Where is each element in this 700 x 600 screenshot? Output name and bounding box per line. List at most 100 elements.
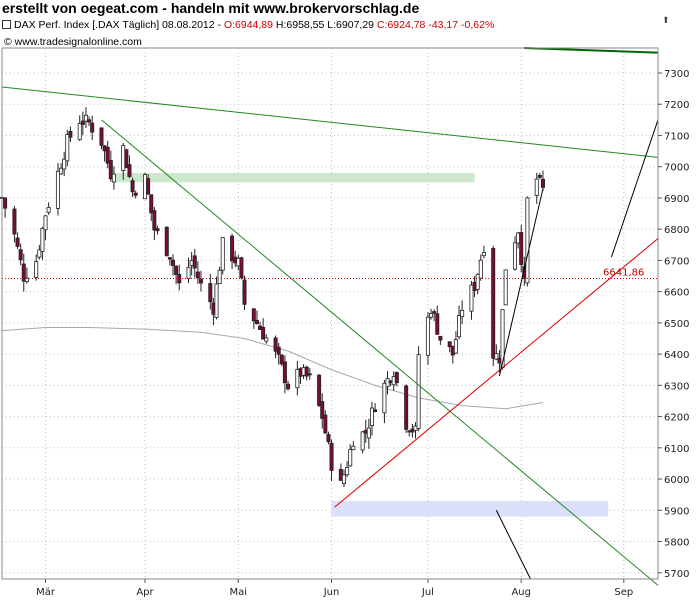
sma-line — [1, 327, 544, 410]
close-value: C:6924,78 — [376, 19, 426, 31]
source-info: © www.tradesignalonline.com — [4, 36, 142, 48]
candle-body — [320, 401, 325, 419]
candle-body — [164, 226, 169, 257]
y-tick-label: 5800 — [664, 538, 689, 549]
candle-body — [438, 335, 443, 341]
x-tick-label: Jun — [323, 587, 340, 598]
candle-body — [304, 366, 309, 377]
candle-body — [59, 167, 64, 175]
candle-body — [348, 449, 353, 467]
candle-body — [307, 373, 312, 376]
candle-body — [429, 312, 434, 318]
candle-body — [68, 131, 73, 138]
candle-body — [447, 341, 452, 348]
candle-body — [276, 346, 281, 355]
candle-body — [491, 247, 496, 359]
candle-body — [394, 372, 399, 383]
candle-body — [167, 257, 172, 260]
chart-banner: erstellt von oegeat.com - handeln mit ww… — [2, 0, 420, 16]
price-zone — [113, 172, 475, 183]
candle-body — [230, 235, 235, 262]
y-tick-label: 7300 — [664, 69, 689, 80]
candle-body — [469, 284, 474, 312]
candle-body — [540, 178, 545, 188]
y-tick-label: 6300 — [664, 381, 689, 392]
expand-icon[interactable]: ⬆ — [662, 16, 670, 26]
low-value: L:6907,29 — [327, 19, 375, 31]
candle-body — [108, 160, 113, 180]
candle-body — [34, 261, 39, 278]
candle-body — [174, 265, 179, 275]
candle-body — [341, 474, 346, 485]
candle-body — [214, 283, 219, 318]
y-tick-label: 6900 — [664, 194, 689, 205]
candle-body — [21, 263, 26, 282]
y-tick-label: 6700 — [664, 256, 689, 267]
candle-body — [317, 374, 322, 406]
y-tick-label: 6600 — [664, 288, 689, 299]
candle-body — [18, 249, 23, 261]
candle-body — [481, 252, 486, 257]
moving-average — [1, 327, 544, 410]
x-tick-label: Aug — [511, 587, 531, 598]
candle-body — [537, 175, 542, 178]
candle-body — [326, 434, 331, 443]
candle-body — [323, 414, 328, 434]
candle-body — [460, 309, 465, 318]
instrument-info: DAX Perf. Index [.DAX Täglich] 08.08.201… — [2, 19, 494, 31]
candle-body — [77, 123, 82, 141]
candle-body — [65, 134, 70, 162]
candle-body — [494, 353, 499, 360]
x-tick-label: Mai — [230, 587, 248, 598]
candle-body — [152, 210, 157, 231]
candle-body — [295, 369, 300, 389]
x-tick-label: Apr — [136, 587, 154, 598]
candle-body — [519, 232, 524, 266]
y-tick-label: 7100 — [664, 131, 689, 142]
candle-body — [217, 269, 222, 285]
candle-body — [195, 271, 200, 279]
candle-body — [329, 442, 334, 471]
candle-body — [369, 407, 374, 427]
candle-body — [534, 178, 539, 196]
candle-body — [282, 361, 287, 384]
source-link[interactable]: www.tradesignalonline.com — [14, 36, 142, 48]
support-resistance-zones — [113, 172, 609, 517]
candle-body — [525, 197, 530, 284]
candle-body — [261, 327, 266, 340]
chart-axes: 5700 5800 5900 6000 6100 6200 6300 6400 6500 6600… — [1, 47, 689, 598]
y-tick-label: 7200 — [664, 100, 689, 111]
y-tick-label: 6200 — [664, 413, 689, 424]
candle-body — [80, 120, 85, 125]
candle-body — [62, 158, 67, 170]
symbol-box-icon — [2, 20, 11, 29]
candle-body — [351, 445, 356, 451]
candle-body — [99, 127, 104, 146]
plot-frame — [1, 47, 659, 580]
candle-body — [111, 173, 116, 183]
candle-body — [286, 383, 291, 390]
candle-body — [512, 242, 517, 270]
y-tick-label: 6800 — [664, 225, 689, 236]
candle-body — [130, 180, 135, 193]
candle-body — [251, 308, 256, 322]
candle-body — [87, 119, 92, 123]
candle-body — [453, 339, 458, 354]
candle-body — [475, 273, 480, 290]
y-tick-label: 5700 — [664, 569, 689, 580]
y-tick-label: 6100 — [664, 444, 689, 455]
candle-body — [37, 249, 42, 258]
candle-body — [198, 278, 203, 284]
candle-body — [404, 385, 409, 430]
candle-body — [46, 207, 51, 213]
candle-body — [416, 354, 421, 429]
x-tick-label: Mär — [36, 587, 56, 598]
candle-body — [192, 255, 197, 269]
candle-body — [254, 319, 259, 324]
trendline — [101, 119, 659, 586]
trendlines — [1, 47, 659, 586]
candle-body — [220, 237, 225, 271]
change-percent: -0,62% — [461, 19, 495, 31]
candle-body — [146, 178, 151, 195]
